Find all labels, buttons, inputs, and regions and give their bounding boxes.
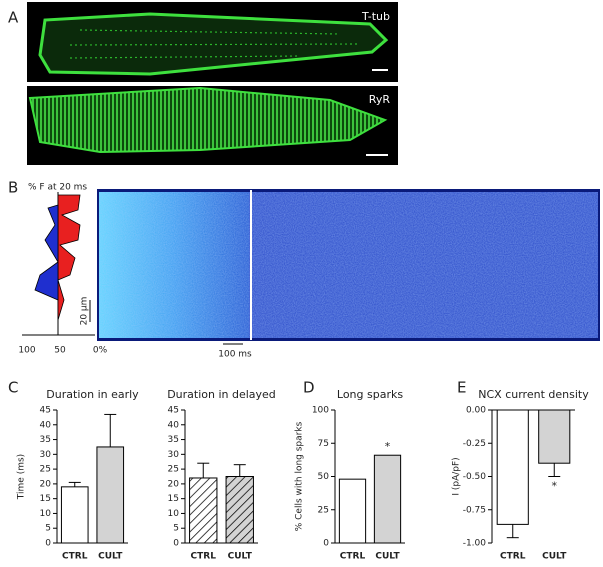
y-axis-label: Time (ms) [17,454,27,500]
bar [60,486,89,544]
y-tick-label: 25 [318,505,329,515]
x-tick-label: CTRL [191,552,217,562]
image-label: T-tub [361,10,390,23]
bar [189,477,218,544]
y-tick-label: 30 [40,450,52,460]
x-tick-label: CTRL [62,552,88,562]
y-tick-label: 10 [40,509,52,519]
y-tick-label: -0.50 [463,472,487,482]
y-tick-label: 40 [40,420,52,430]
x-tick-label: CULT [228,552,253,562]
chart-title: Duration in early [46,388,139,401]
chart-title: Duration in delayed [167,388,276,401]
y-tick-label: -0.75 [463,505,486,515]
profile-tick: 100 [18,346,35,356]
y-tick-label: 20 [168,479,180,489]
y-tick-label: 0 [323,539,329,549]
significance-mark: * [385,440,391,453]
y-tick-label: 5 [45,524,51,534]
panel-label: D [303,379,315,397]
microscopy-images [27,2,398,165]
profile-tick: 50 [54,346,66,356]
y-tick-label: 0.00 [466,406,486,416]
panel-label: E [457,379,466,397]
bar [225,476,254,544]
y-tick-label: 45 [168,406,179,416]
y-tick-label: 15 [168,494,179,504]
y-tick-label: 15 [40,494,51,504]
bar [373,454,402,544]
panel-label: A [8,9,19,27]
y-tick-label: 40 [168,420,180,430]
y-tick-label: 10 [168,509,180,519]
y-tick-label: 0 [173,539,179,549]
scale-label: 20 µm [80,297,90,326]
y-tick-label: -1.00 [463,539,487,549]
bar [338,478,367,544]
x-tick-label: CTRL [340,552,366,562]
bar [496,409,529,525]
y-tick-label: 0 [45,539,51,549]
image-label: RyR [369,93,391,106]
x-tick-label: CULT [98,552,123,562]
y-tick-label: 35 [168,435,179,445]
y-axis-label: % Cells with long sparks [295,421,305,531]
y-tick-label: -0.25 [463,439,486,449]
significance-mark: * [552,480,558,493]
y-axis-label: I (pA/pF) [452,457,462,495]
chart-title: NCX current density [478,388,589,401]
scale-label: 100 ms [218,350,252,360]
profile-title: % F at 20 ms [28,183,87,193]
x-tick-label: CULT [375,552,400,562]
linescan [22,189,600,345]
y-tick-label: 25 [40,465,51,475]
panel-label: B [8,179,18,197]
panel-label: C [8,379,18,397]
bar [96,446,125,544]
x-tick-label: CULT [542,552,567,562]
y-tick-label: 50 [318,472,330,482]
y-tick-label: 5 [173,524,179,534]
y-tick-label: 30 [168,450,180,460]
x-tick-label: CTRL [500,552,526,562]
bar [538,409,571,464]
profile-tick: 0% [93,346,108,356]
y-tick-label: 75 [318,439,329,449]
y-tick-label: 20 [40,479,52,489]
y-tick-label: 45 [40,406,51,416]
chart-title: Long sparks [337,388,403,401]
y-tick-label: 35 [40,435,51,445]
y-tick-label: 100 [312,406,329,416]
y-tick-label: 25 [168,465,179,475]
